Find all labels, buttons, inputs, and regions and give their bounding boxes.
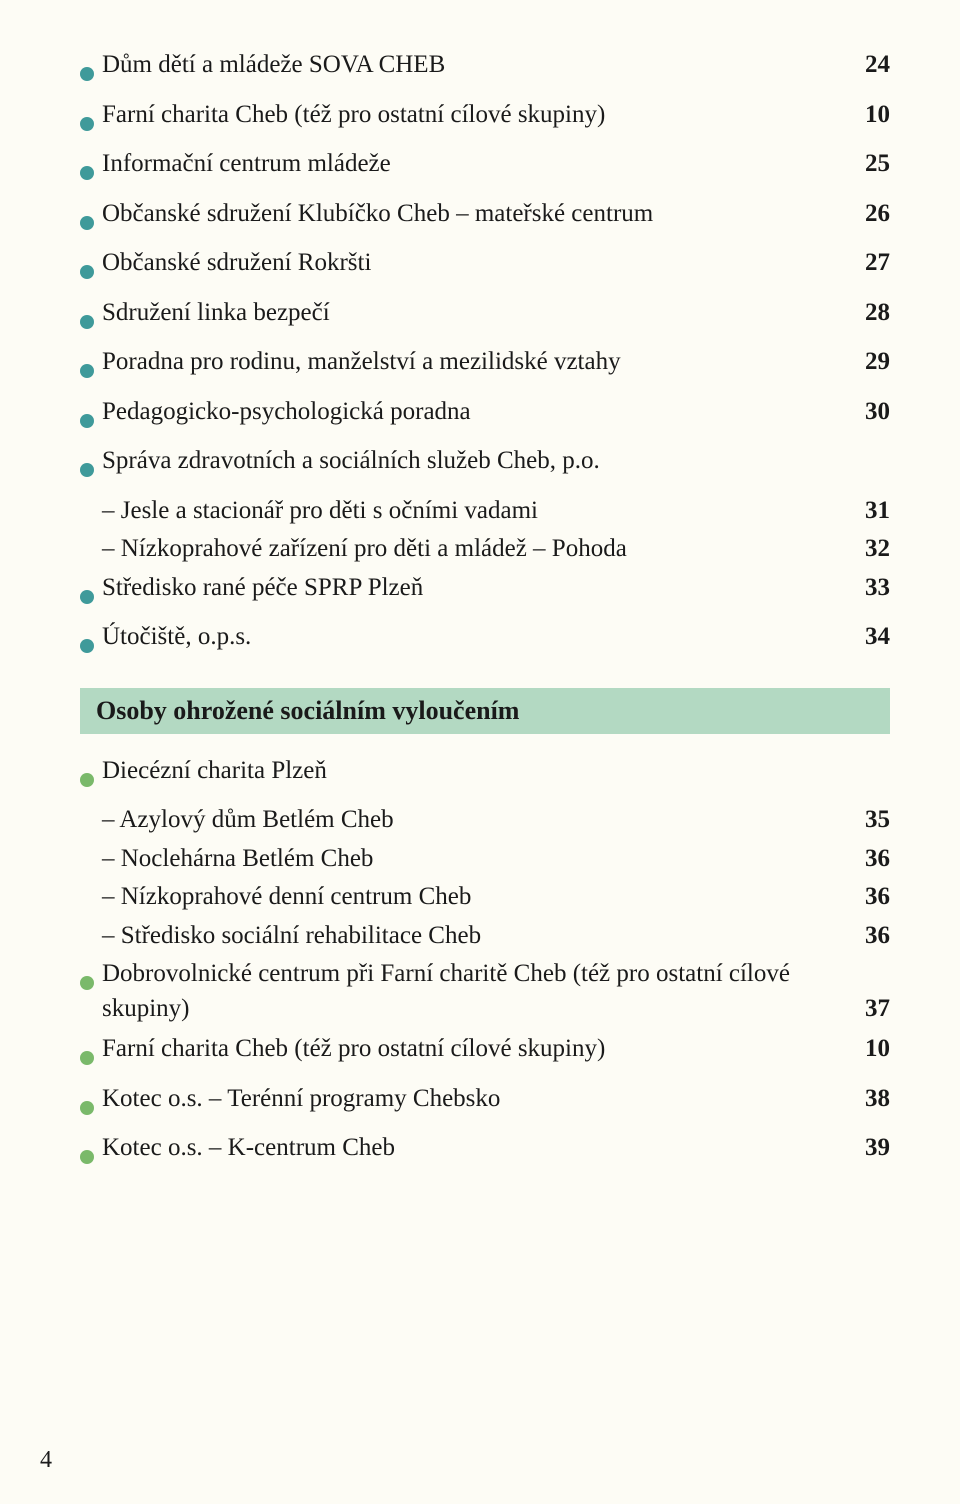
toc-entry-label: Občanské sdružení Rokršti bbox=[102, 246, 854, 281]
toc-entry-page: 24 bbox=[854, 48, 890, 83]
toc-entry-label: Diecézní charita Plzeň bbox=[102, 754, 890, 789]
toc-entry[interactable]: Občanské sdružení Rokršti27 bbox=[80, 246, 890, 290]
bullet-icon bbox=[80, 580, 102, 615]
toc-entry-page: 38 bbox=[854, 1082, 890, 1117]
bullet-icon bbox=[80, 354, 102, 389]
toc-entry-page: 25 bbox=[854, 147, 890, 182]
toc-subentry-label: – Azylový dům Betlém Cheb bbox=[102, 803, 854, 838]
bullet-icon bbox=[80, 206, 102, 241]
bullet-icon bbox=[80, 453, 102, 488]
toc-subentry-label: – Nízkoprahové denní centrum Cheb bbox=[102, 880, 854, 915]
toc-entry-page: 28 bbox=[854, 296, 890, 331]
toc-entry-page: 39 bbox=[854, 1131, 890, 1166]
toc-subentry-page: 36 bbox=[854, 880, 890, 915]
toc-entry-label: Poradna pro rodinu, manželství a mezilid… bbox=[102, 345, 854, 380]
toc-subentry-label: – Středisko sociální rehabilitace Cheb bbox=[102, 919, 854, 954]
toc-entry-page: 26 bbox=[854, 197, 890, 232]
bullet-icon bbox=[80, 107, 102, 142]
bullet-icon bbox=[80, 57, 102, 92]
toc-entry[interactable]: Informační centrum mládeže25 bbox=[80, 147, 890, 191]
bullet-icon bbox=[80, 1140, 102, 1175]
toc-subentry[interactable]: – Noclehárna Betlém Cheb36 bbox=[102, 842, 890, 877]
toc-subentry[interactable]: – Nízkoprahové zařízení pro děti a mláde… bbox=[102, 532, 890, 567]
toc-entry[interactable]: Poradna pro rodinu, manželství a mezilid… bbox=[80, 345, 890, 389]
toc-entry-label: Středisko rané péče SPRP Plzeň bbox=[102, 571, 854, 606]
toc-entry-label: Dobrovolnické centrum při Farní charitě … bbox=[102, 957, 854, 1026]
toc-subentry-label: – Noclehárna Betlém Cheb bbox=[102, 842, 854, 877]
toc-entry-page: 10 bbox=[854, 1032, 890, 1067]
toc-entry[interactable]: Pedagogicko-psychologická poradna30 bbox=[80, 395, 890, 439]
toc-entry[interactable]: Diecézní charita Plzeň bbox=[80, 754, 890, 798]
toc-entry-label: Občanské sdružení Klubíčko Cheb – mateřs… bbox=[102, 197, 854, 232]
toc-entry-label: Správa zdravotních a sociálních služeb C… bbox=[102, 444, 890, 479]
bullet-icon bbox=[80, 966, 102, 1001]
toc-entry-page: 34 bbox=[854, 620, 890, 655]
bullet-icon bbox=[80, 629, 102, 664]
toc-entry-label: Kotec o.s. – K-centrum Cheb bbox=[102, 1131, 854, 1166]
toc-subentry-page: 32 bbox=[854, 532, 890, 567]
toc-entry[interactable]: Útočiště, o.p.s.34 bbox=[80, 620, 890, 664]
toc-entry[interactable]: Občanské sdružení Klubíčko Cheb – mateřs… bbox=[80, 197, 890, 241]
toc-entry-label: Útočiště, o.p.s. bbox=[102, 620, 854, 655]
toc-sublist: – Jesle a stacionář pro děti s očními va… bbox=[80, 494, 890, 567]
bullet-icon bbox=[80, 404, 102, 439]
toc-entry[interactable]: Farní charita Cheb (též pro ostatní cílo… bbox=[80, 1032, 890, 1076]
toc-entry[interactable]: Kotec o.s. – Terénní programy Chebsko38 bbox=[80, 1082, 890, 1126]
toc-entry[interactable]: Správa zdravotních a sociálních služeb C… bbox=[80, 444, 890, 488]
toc-entry-page: 33 bbox=[854, 571, 890, 606]
toc-entry[interactable]: Dobrovolnické centrum při Farní charitě … bbox=[80, 957, 890, 1026]
toc-entry-page: 37 bbox=[854, 992, 890, 1027]
toc-entry[interactable]: Sdružení linka bezpečí28 bbox=[80, 296, 890, 340]
toc-entry-label: Farní charita Cheb (též pro ostatní cílo… bbox=[102, 98, 854, 133]
toc-subentry-label: – Nízkoprahové zařízení pro děti a mláde… bbox=[102, 532, 854, 567]
toc-entry-page: 10 bbox=[854, 98, 890, 133]
toc-subentry-page: 35 bbox=[854, 803, 890, 838]
toc-subentry-label: – Jesle a stacionář pro děti s očními va… bbox=[102, 494, 854, 529]
toc-entry[interactable]: Kotec o.s. – K-centrum Cheb39 bbox=[80, 1131, 890, 1175]
bullet-icon bbox=[80, 156, 102, 191]
toc-subentry[interactable]: – Nízkoprahové denní centrum Cheb36 bbox=[102, 880, 890, 915]
section-heading-band: Osoby ohrožené sociálním vyloučením bbox=[80, 688, 890, 734]
toc-entry-label: Kotec o.s. – Terénní programy Chebsko bbox=[102, 1082, 854, 1117]
toc-entry[interactable]: Dům dětí a mládeže SOVA CHEB24 bbox=[80, 48, 890, 92]
toc-section-1: Dům dětí a mládeže SOVA CHEB24Farní char… bbox=[80, 48, 890, 664]
toc-sublist: – Azylový dům Betlém Cheb35– Noclehárna … bbox=[80, 803, 890, 953]
bullet-icon bbox=[80, 255, 102, 290]
toc-entry-page: 29 bbox=[854, 345, 890, 380]
toc-subentry[interactable]: – Středisko sociální rehabilitace Cheb36 bbox=[102, 919, 890, 954]
toc-subentry-page: 36 bbox=[854, 842, 890, 877]
toc-entry-label: Farní charita Cheb (též pro ostatní cílo… bbox=[102, 1032, 854, 1067]
toc-subentry[interactable]: – Azylový dům Betlém Cheb35 bbox=[102, 803, 890, 838]
bullet-icon bbox=[80, 1091, 102, 1126]
toc-subentry-page: 36 bbox=[854, 919, 890, 954]
toc-section-2: Diecézní charita Plzeň – Azylový dům Betl… bbox=[80, 754, 890, 1175]
toc-subentry[interactable]: – Jesle a stacionář pro děti s očními va… bbox=[102, 494, 890, 529]
toc-entry[interactable]: Středisko rané péče SPRP Plzeň33 bbox=[80, 571, 890, 615]
bullet-icon bbox=[80, 763, 102, 798]
page-number: 4 bbox=[40, 1447, 52, 1474]
toc-subentry-page: 31 bbox=[854, 494, 890, 529]
toc-entry-page: 30 bbox=[854, 395, 890, 430]
bullet-icon bbox=[80, 1041, 102, 1076]
toc-entry-page: 27 bbox=[854, 246, 890, 281]
toc-entry-label: Informační centrum mládeže bbox=[102, 147, 854, 182]
toc-entry[interactable]: Farní charita Cheb (též pro ostatní cílo… bbox=[80, 98, 890, 142]
toc-entry-label: Dům dětí a mládeže SOVA CHEB bbox=[102, 48, 854, 83]
bullet-icon bbox=[80, 305, 102, 340]
toc-entry-label: Sdružení linka bezpečí bbox=[102, 296, 854, 331]
toc-entry-label: Pedagogicko-psychologická poradna bbox=[102, 395, 854, 430]
